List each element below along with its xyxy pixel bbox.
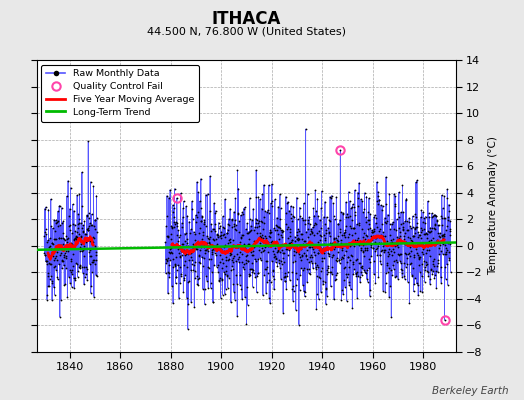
- Text: ITHACA: ITHACA: [212, 10, 281, 28]
- Y-axis label: Temperature Anomaly (°C): Temperature Anomaly (°C): [488, 136, 498, 276]
- Legend: Raw Monthly Data, Quality Control Fail, Five Year Moving Average, Long-Term Tren: Raw Monthly Data, Quality Control Fail, …: [41, 65, 199, 122]
- Text: 44.500 N, 76.800 W (United States): 44.500 N, 76.800 W (United States): [147, 26, 346, 36]
- Text: Berkeley Earth: Berkeley Earth: [432, 386, 508, 396]
